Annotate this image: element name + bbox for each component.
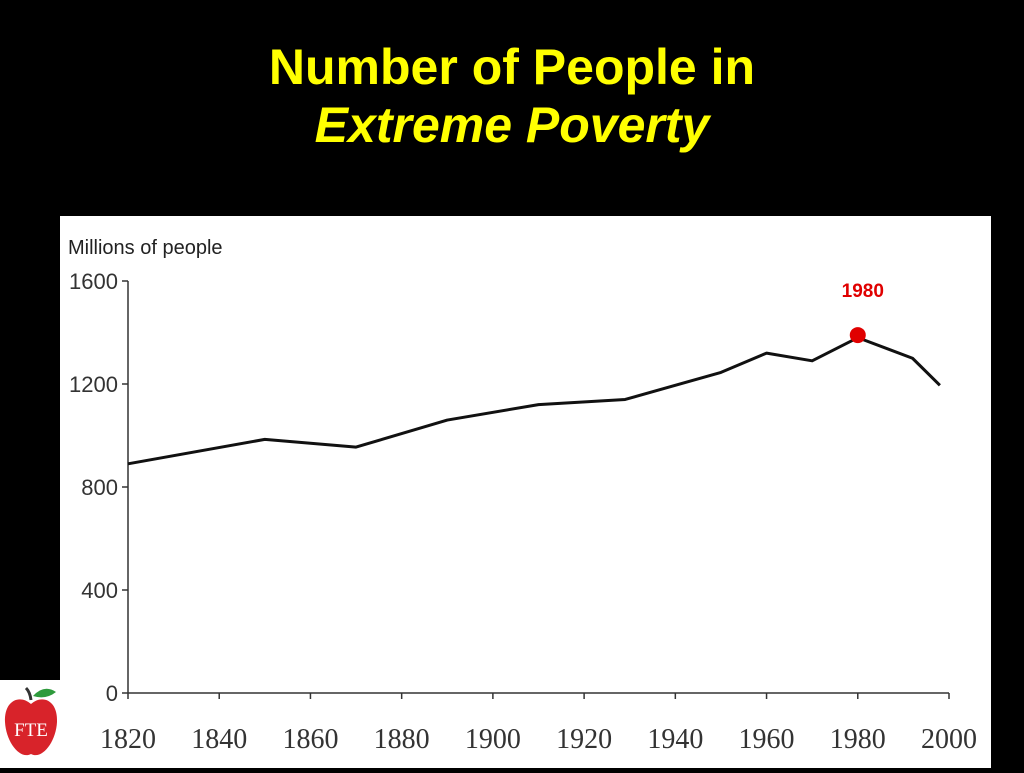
- apple-stem-icon: [24, 686, 33, 701]
- apple-icon: [4, 699, 58, 756]
- x-tick-label: 1880: [374, 724, 430, 755]
- y-tick-label: 1600: [69, 269, 118, 294]
- annotation-label: 1980: [842, 281, 884, 302]
- chart-series: [127, 336, 941, 466]
- x-tick-label: 1940: [647, 724, 703, 755]
- x-tick-label: 2000: [921, 724, 977, 755]
- x-tick-label: 1980: [830, 724, 886, 755]
- series-line: [127, 336, 941, 466]
- x-tick-label: 1860: [282, 724, 338, 755]
- y-tick-label: 800: [81, 475, 118, 500]
- annotation-marker: [849, 327, 866, 344]
- y-axis-label: Millions of people: [68, 237, 223, 259]
- slide-title: Number of People in Extreme Poverty: [0, 38, 1024, 154]
- chart-annotations: 1980: [842, 281, 884, 344]
- chart-axes: [127, 281, 949, 694]
- logo-text: FTE: [14, 720, 48, 741]
- poverty-line-chart: Millions of people 0 400 800 1200 1600 1820 18…: [68, 237, 977, 755]
- apple-leaf-icon: [33, 688, 56, 698]
- x-tick-label: 1920: [556, 724, 612, 755]
- chart-ticks: 0 400 800 1200 1600 1820 1840 1860 1880 1900 1920 1…: [69, 269, 977, 755]
- y-tick-label: 1200: [69, 372, 118, 397]
- x-tick-label: 1960: [739, 724, 795, 755]
- fte-logo: FTE: [0, 680, 62, 768]
- x-tick-label: 1840: [191, 724, 247, 755]
- x-tick-label: 1820: [100, 724, 156, 755]
- y-tick-label: 400: [81, 578, 118, 603]
- chart-panel: Millions of people 0 400 800 1200 1600 1820 18…: [60, 216, 991, 768]
- slide-title-line2: Extreme Poverty: [314, 97, 710, 153]
- slide-title-line1: Number of People in: [268, 39, 756, 95]
- y-tick-label: 0: [106, 681, 118, 706]
- x-tick-label: 1900: [465, 724, 521, 755]
